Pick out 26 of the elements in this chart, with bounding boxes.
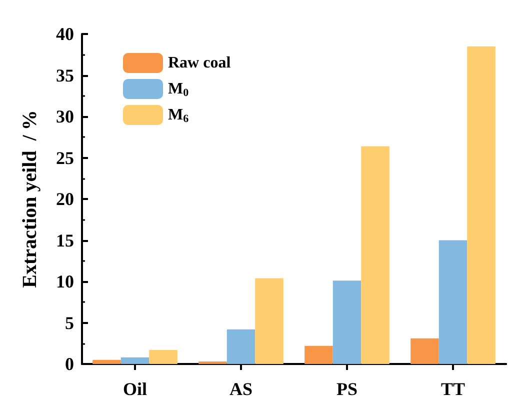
bar [149,350,178,364]
bar [361,146,390,364]
x-tick-label: TT [440,379,466,399]
bar [467,46,496,364]
y-tick-label: 40 [56,24,74,44]
bar [255,278,284,364]
x-tick-label: Oil [122,379,148,399]
y-tick-label: 0 [65,354,74,374]
y-tick-label: 30 [56,106,74,126]
bar [410,338,439,364]
y-tick-label: 35 [56,65,74,86]
y-tick-label: 15 [56,230,74,250]
bar [226,329,256,364]
y-tick-label: 5 [65,312,74,333]
y-axis-title: Extraction yeild / % [19,110,41,288]
y-tick-label: 10 [56,272,74,292]
y-tick-label: 25 [56,148,74,168]
bar [304,346,333,364]
bar [120,357,150,364]
bar [332,280,362,364]
x-tick-label: PS [336,379,358,399]
y-tick-label: 20 [56,189,74,209]
legend-label: Raw coal [168,54,232,72]
bar [438,240,468,364]
bar [92,360,121,364]
x-tick-label: AS [229,379,253,399]
